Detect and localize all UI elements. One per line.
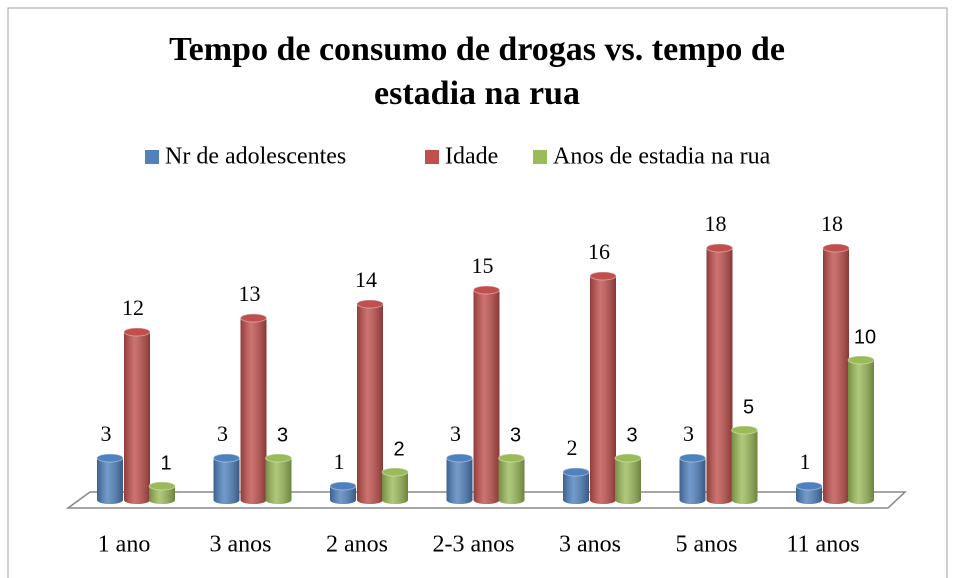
data-label: 5	[743, 396, 754, 418]
x-tick-label: 1 ano	[98, 532, 151, 558]
data-label: 2	[393, 438, 404, 460]
data-label: 12	[122, 295, 144, 320]
bar-top	[589, 271, 617, 281]
data-label: 3	[450, 421, 461, 446]
bar-top	[381, 467, 409, 477]
data-label: 3	[510, 424, 521, 446]
bar-top	[96, 453, 124, 463]
bar-shade	[563, 468, 589, 504]
data-label: 10	[854, 326, 876, 348]
bar-shade	[124, 328, 150, 504]
legend-label: Anos de estadia na rua	[553, 144, 771, 170]
legend-swatch	[425, 150, 439, 164]
x-tick-label: 5 anos	[676, 532, 738, 558]
x-tick-label: 11 anos	[786, 532, 859, 558]
bar-shade	[590, 272, 616, 504]
bar-shade	[679, 454, 706, 504]
bar-shade	[731, 426, 758, 504]
chart-title: Tempo de consumo de drogas vs. tempo de e…	[169, 31, 785, 112]
legend-swatch	[145, 150, 159, 164]
bar-top	[679, 453, 706, 463]
data-label: 1	[160, 452, 171, 474]
bar-top	[562, 467, 590, 477]
x-tick-label: 3 anos	[210, 532, 272, 558]
bar-shade	[823, 244, 849, 504]
x-tick-label: 2 anos	[326, 532, 388, 558]
data-label: 18	[705, 211, 727, 236]
data-label: 2	[567, 435, 578, 460]
data-label: 3	[683, 421, 694, 446]
bar-top	[446, 453, 473, 463]
bar-top	[148, 481, 176, 491]
bar-shade	[97, 454, 123, 504]
data-label: 3	[217, 421, 228, 446]
bar-top	[795, 481, 823, 491]
bar-top	[123, 327, 151, 337]
data-label: 1	[800, 449, 811, 474]
bar-shade	[473, 286, 500, 504]
data-label: 16	[588, 239, 610, 264]
bar-shade	[240, 314, 267, 504]
bar-top	[847, 355, 875, 365]
bar-shade	[498, 454, 525, 504]
x-tick-label: 3 anos	[559, 532, 621, 558]
bar-shade	[382, 468, 408, 504]
bar-shade	[446, 454, 473, 504]
x-tick-label: 2-3 anos	[433, 532, 515, 558]
legend-label: Idade	[445, 144, 498, 170]
chart-frame	[7, 7, 948, 578]
bar-top	[356, 299, 384, 309]
bar-top	[240, 313, 267, 323]
bar-top	[731, 425, 758, 435]
bar-shade	[615, 454, 641, 504]
bar-shade	[265, 454, 292, 504]
data-label: 3	[626, 424, 637, 446]
bar-shade	[848, 356, 874, 504]
bar-top	[498, 453, 525, 463]
data-label: 3	[101, 421, 112, 446]
data-label: 3	[277, 424, 288, 446]
data-label: 13	[239, 281, 261, 306]
data-label: 15	[472, 253, 494, 278]
data-label: 1	[334, 449, 345, 474]
bar-top	[329, 481, 357, 491]
bar-top	[614, 453, 642, 463]
legend-label: Nr de adolescentes	[165, 144, 346, 170]
bar-shade	[213, 454, 240, 504]
data-label: 18	[821, 211, 843, 236]
bar-top	[822, 243, 850, 253]
bar-shade	[357, 300, 383, 504]
bar-top	[473, 285, 500, 295]
legend-swatch	[533, 150, 547, 164]
bar-top	[706, 243, 733, 253]
data-label: 14	[355, 267, 377, 292]
bar-shade	[706, 244, 733, 504]
bar-top	[213, 453, 240, 463]
bar-top	[265, 453, 292, 463]
